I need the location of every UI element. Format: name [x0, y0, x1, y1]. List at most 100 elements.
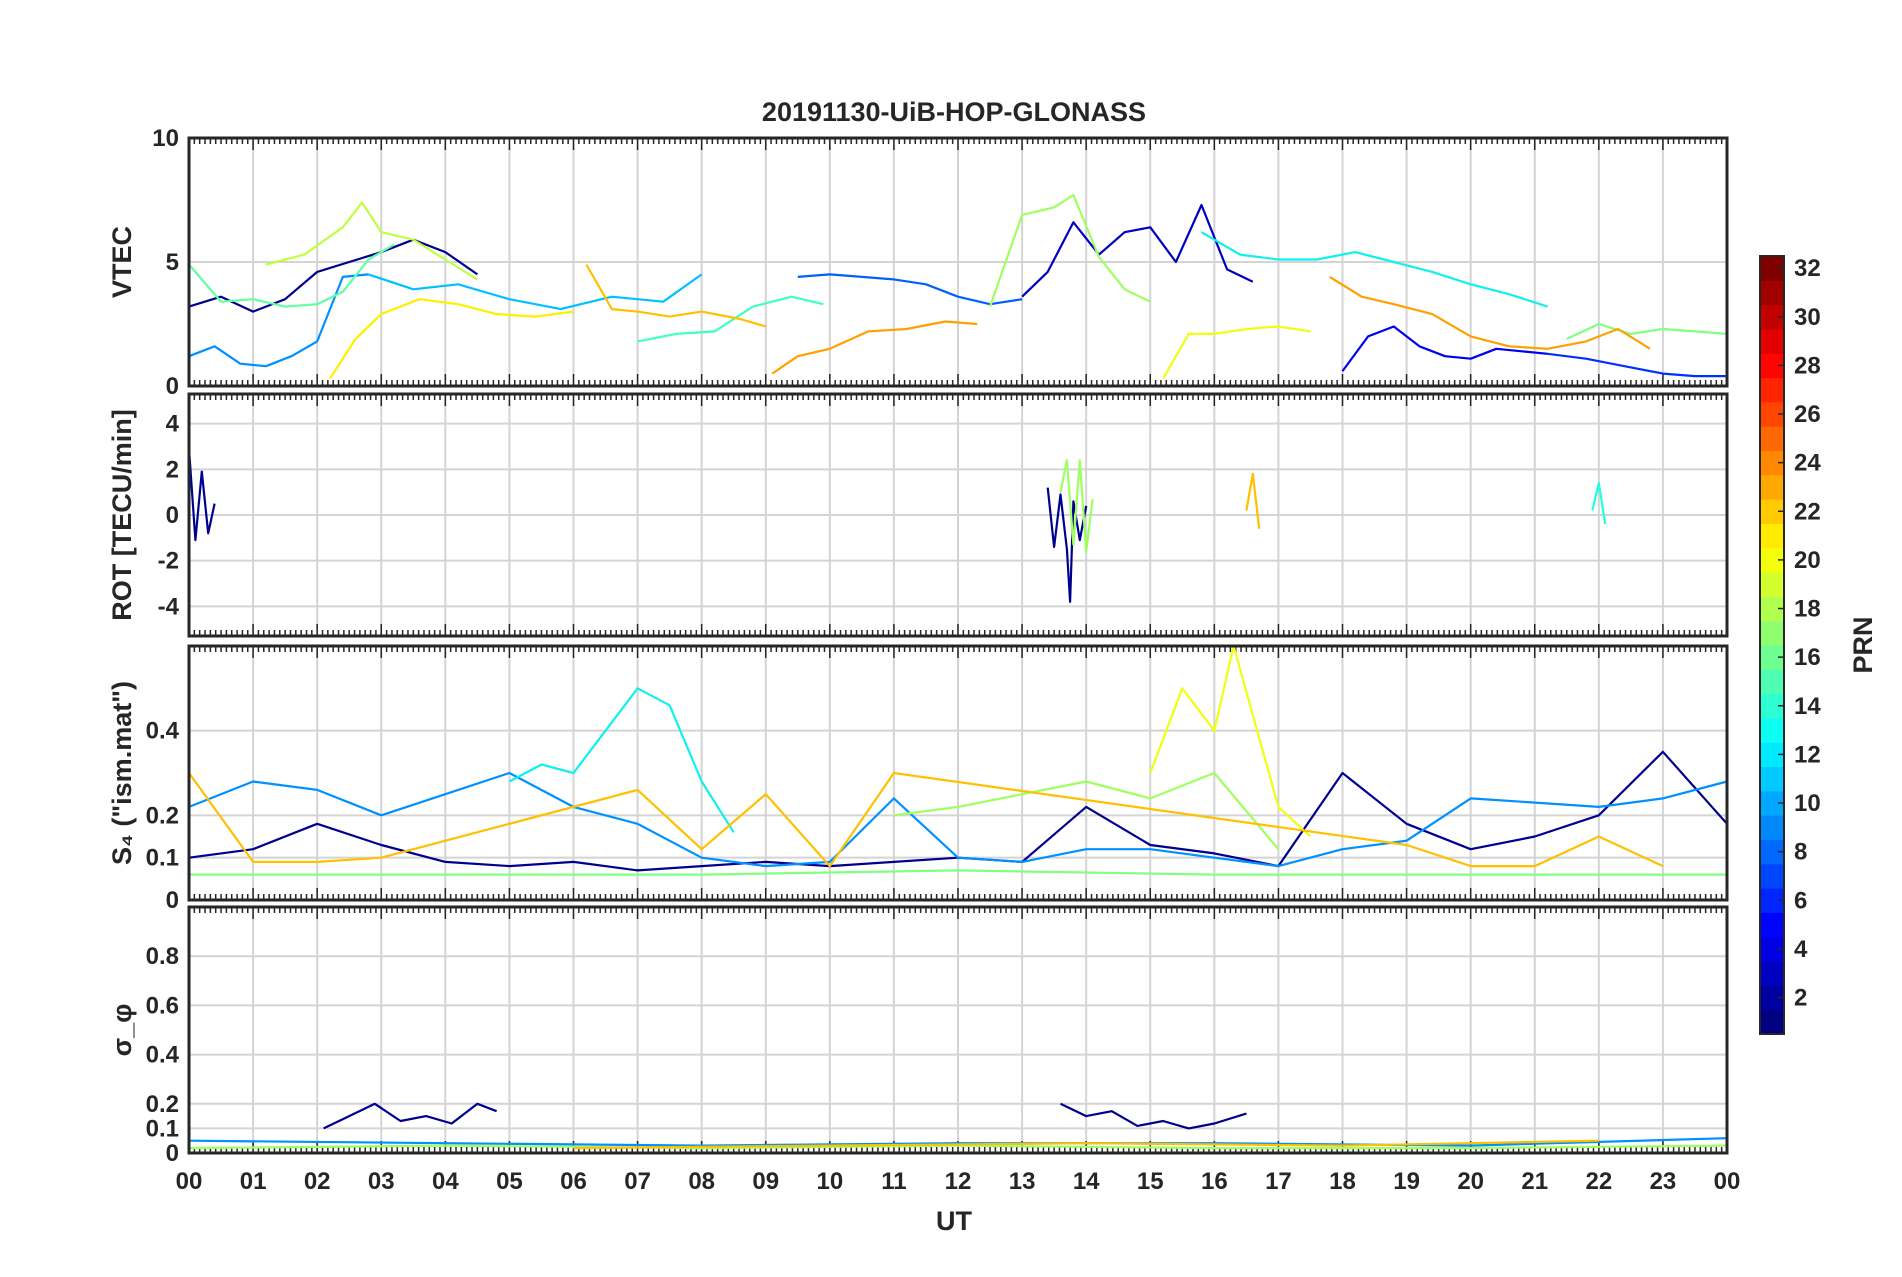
colorbar-frame	[1759, 255, 1785, 1035]
colorbar-segment	[1760, 328, 1784, 354]
x-tick-label: 10	[816, 1168, 843, 1195]
panel-frame	[187, 136, 1729, 388]
series-line-prn-23	[771, 320, 978, 375]
y-tick-label: 0.4	[146, 718, 180, 745]
x-tick-label: 12	[945, 1168, 972, 1195]
colorbar-tick-label: 32	[1794, 255, 1821, 282]
series-line-prn-16	[188, 243, 395, 308]
colorbar-tick-label: 26	[1794, 401, 1821, 428]
series-line-prn-18	[1059, 459, 1094, 553]
x-tick-label: 00	[1714, 1168, 1741, 1195]
x-tick-label: 02	[304, 1168, 331, 1195]
colorbar-tick-label: 30	[1794, 304, 1821, 331]
series-line-prn-12	[368, 273, 703, 311]
x-tick-label: 01	[240, 1168, 267, 1195]
x-tick-label: 04	[432, 1168, 459, 1195]
x-tick-label: 21	[1521, 1168, 1548, 1195]
x-tick-label: 05	[496, 1168, 523, 1195]
y-tick-label: 0.6	[146, 992, 179, 1019]
colorbar-label: PRN	[1848, 616, 1878, 673]
colorbar-segment	[1760, 766, 1784, 792]
x-tick-label: 11	[881, 1168, 906, 1195]
colorbar-segment	[1760, 717, 1784, 743]
series-line-prn-22	[585, 263, 767, 328]
chart-title: 20191130-UiB-HOP-GLONASS	[762, 97, 1146, 127]
colorbar-tick-label: 12	[1794, 741, 1821, 768]
x-tick-label: 08	[688, 1168, 715, 1195]
series-line-prn-15	[637, 295, 824, 343]
y-tick-label: 0	[166, 502, 179, 529]
y-axis-label: σ_φ	[107, 1004, 137, 1057]
x-tick-label: 13	[1009, 1168, 1036, 1195]
y-tick-label: 0.4	[146, 1042, 180, 1069]
x-tick-label: 20	[1457, 1168, 1484, 1195]
series-line-prn-10	[188, 273, 369, 368]
y-tick-label: 10	[152, 125, 179, 152]
series-line-prn-2	[1046, 487, 1088, 603]
colorbar-tick-label: 14	[1794, 693, 1821, 720]
colorbar-segment	[1760, 815, 1784, 840]
y-tick-label: 0.8	[146, 943, 179, 970]
x-axis-label: UT	[936, 1206, 972, 1236]
x-tick-label: 00	[176, 1168, 203, 1195]
panel-rot: -4 -2 0 2 4 ROT [TECU/min]	[107, 392, 1729, 638]
colorbar-segment	[1760, 523, 1784, 549]
x-tick-label: 15	[1137, 1168, 1164, 1195]
colorbar-tick-label: 20	[1794, 547, 1821, 574]
y-tick-label: 5	[166, 249, 179, 276]
colorbar-segment	[1760, 426, 1784, 451]
x-tick-label: 19	[1393, 1168, 1420, 1195]
series-line-prn-6	[1547, 352, 1727, 378]
colorbar-segment	[1760, 474, 1784, 500]
series-line-prn-18	[188, 1144, 1728, 1150]
colorbar-segment	[1760, 620, 1784, 646]
series-line-prn-22	[1245, 472, 1261, 529]
y-tick-label: 0	[166, 373, 179, 400]
series-line-prn-14	[1591, 481, 1607, 525]
series-line-prn-17	[1566, 322, 1728, 340]
x-tick-label: 22	[1585, 1168, 1612, 1195]
panel-frame	[187, 392, 1729, 638]
series-line-prn-4	[1341, 325, 1548, 372]
colorbar-tick-label: 18	[1794, 596, 1821, 623]
series-line-prn-21	[329, 298, 574, 380]
series-line-prn-19	[265, 201, 478, 281]
panel-vtec: 0 5 10 VTEC	[107, 125, 1729, 400]
x-tick-label: 14	[1073, 1168, 1100, 1195]
y-axis-label: ROT [TECU/min]	[107, 409, 137, 620]
y-tick-label: 0.1	[146, 1115, 179, 1142]
y-tick-label: -4	[158, 593, 180, 620]
series-line-prn-2	[188, 238, 479, 313]
x-tick-label: 03	[368, 1168, 395, 1195]
colorbar-segment	[1760, 1009, 1784, 1035]
y-tick-label: -2	[158, 548, 179, 575]
series-line-prn-20	[1162, 325, 1311, 380]
y-tick-label: 2	[166, 456, 179, 483]
series-line-prn-3	[1021, 203, 1254, 298]
colorbar-tick-label: 2	[1794, 985, 1807, 1012]
colorbar-segment	[1760, 912, 1784, 938]
colorbar-tick-label: 24	[1794, 450, 1821, 477]
series-line-prn-2	[1060, 1102, 1247, 1130]
y-tick-label: 0	[166, 1140, 179, 1167]
x-tick-label: 23	[1650, 1168, 1677, 1195]
colorbar-tick-label: 10	[1794, 790, 1821, 817]
y-axis-label: VTEC	[107, 226, 137, 298]
x-tick-label: 07	[624, 1168, 651, 1195]
series-line-prn-10	[188, 771, 1728, 868]
x-tick-label: 18	[1329, 1168, 1356, 1195]
series-line-prn-10	[188, 1137, 1728, 1147]
series-line-prn-20	[1149, 644, 1312, 838]
colorbar-segment	[1760, 669, 1784, 695]
series-line-prn-13	[508, 687, 735, 833]
colorbar-tick-label: 8	[1794, 839, 1807, 866]
series-line-prn-22	[188, 771, 1664, 868]
panel-s4: 0 0.1 0.2 0.4 S₄ ("ism.mat")	[107, 644, 1729, 914]
series-line-prn-18	[893, 771, 1280, 850]
y-tick-label: 0	[166, 887, 179, 914]
colorbar-segment	[1760, 377, 1784, 403]
series-line-prn-13	[1200, 231, 1548, 308]
